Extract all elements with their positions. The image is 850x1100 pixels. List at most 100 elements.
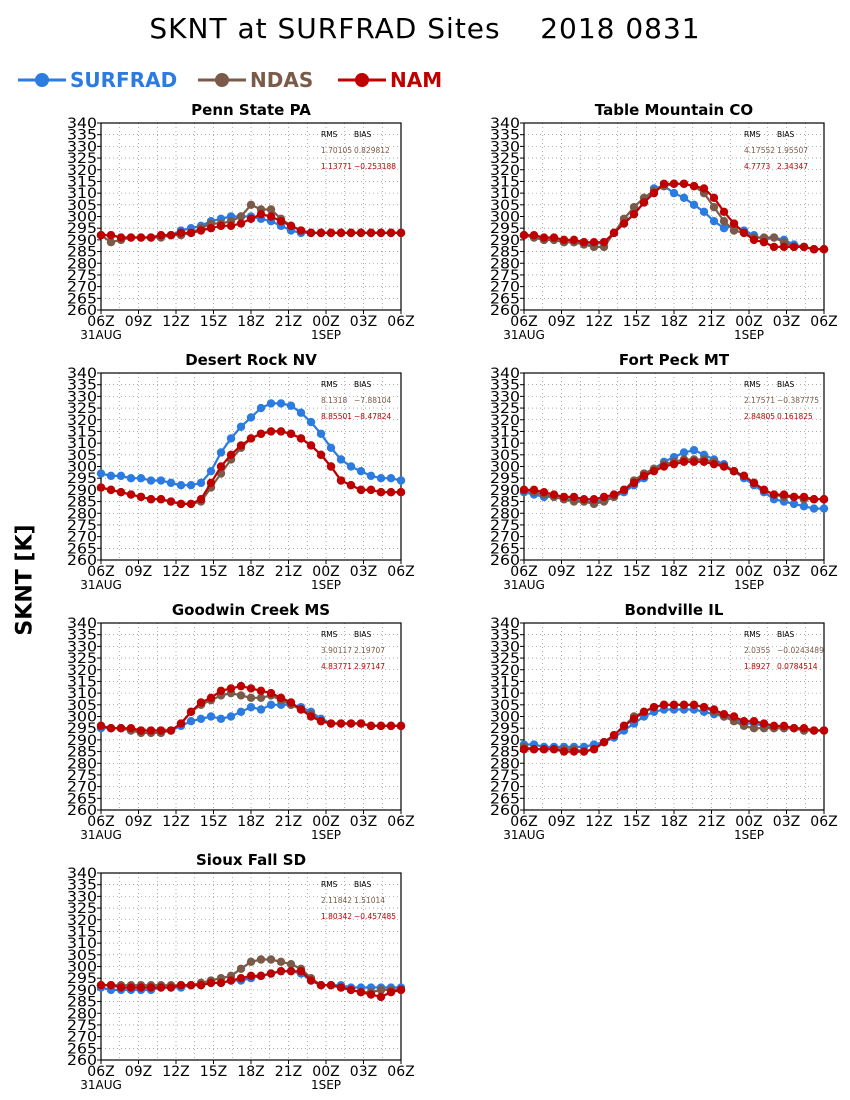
y-tick-label: 290 [67,233,97,249]
data-point [779,490,789,499]
data-point [649,702,659,712]
y-tick-label: 315 [490,174,520,190]
data-point [739,228,749,238]
data-point [256,209,266,219]
stats-header: RMS [321,380,338,389]
y-tick-label: 270 [490,530,520,546]
y-tick-label: 300 [67,460,97,476]
y-tick-label: 290 [490,733,520,749]
x-tick-label: 21Z [275,814,302,830]
data-point [336,983,346,992]
y-tick-label: 265 [67,291,97,307]
data-point [679,448,689,457]
data-point [679,179,689,188]
data-point [146,726,156,735]
y-tick-label: 305 [490,448,520,464]
data-point [246,693,256,702]
date-label: 1SEP [311,828,341,842]
data-point [529,745,539,754]
data-point [709,202,719,212]
stats-bias-value: 2.97147 [354,662,385,671]
data-point [316,450,326,460]
y-tick-label: 275 [67,1018,97,1034]
data-point [146,495,156,504]
data-point [699,702,709,712]
data-point [176,228,186,238]
x-tick-label: 00Z [312,564,339,580]
data-point [216,221,226,231]
data-point [376,721,386,731]
x-tick-label: 12Z [162,814,189,830]
data-point [266,700,276,710]
x-tick-label: 18Z [660,314,687,330]
data-point [186,228,196,238]
x-tick-label: 21Z [698,814,725,830]
data-point [366,471,376,481]
stats-header: RMS [321,630,338,639]
data-point [769,242,779,252]
data-point [276,399,286,408]
data-point [146,983,156,992]
data-point [236,964,246,974]
y-tick-label: 290 [67,733,97,749]
data-point [336,455,346,464]
y-tick-label: 330 [490,639,520,655]
panel-title: Table Mountain CO [595,101,753,119]
y-tick-label: 305 [67,198,97,214]
data-point [206,478,216,488]
data-point [719,223,729,233]
data-point [599,738,609,747]
data-point [669,179,679,188]
data-point [186,716,196,726]
data-point [649,188,659,198]
y-tick-label: 295 [67,471,97,487]
y-tick-label: 335 [490,128,520,144]
x-tick-label: 12Z [162,1064,189,1080]
x-tick-label: 06Z [510,564,537,580]
stats-rms-value: 2.84805 [744,412,775,421]
data-point [226,976,236,985]
data-point [386,228,396,238]
data-point [346,462,356,471]
y-tick-label: 335 [67,128,97,144]
data-point [326,719,336,728]
data-point [256,686,266,695]
data-point [366,485,376,495]
data-point [196,981,206,990]
data-point [336,228,346,238]
x-tick-label: 03Z [350,1064,377,1080]
series-surfrad [96,399,406,490]
y-tick-label: 290 [490,233,520,249]
date-label: 1SEP [311,1078,341,1092]
y-tick-label: 335 [67,878,97,894]
x-tick-label: 21Z [275,314,302,330]
data-point [619,485,629,495]
data-point [639,707,649,717]
x-tick-label: 00Z [735,314,762,330]
data-point [809,726,819,735]
y-tick-label: 340 [490,116,520,132]
data-point [206,466,216,476]
y-tick-label: 275 [490,268,520,284]
x-tick-label: 21Z [698,564,725,580]
data-point [186,481,196,490]
data-point [136,492,146,502]
data-point [519,485,529,495]
data-point [146,476,156,485]
data-point [96,981,106,990]
data-point [116,488,126,497]
data-point [276,693,286,702]
data-point [376,488,386,497]
data-point [196,698,206,707]
y-tick-label: 265 [67,1041,97,1057]
data-point [629,714,639,724]
data-point [609,228,619,238]
data-point [126,983,136,992]
data-point [226,450,236,460]
data-point [276,216,286,226]
data-point [186,981,196,990]
legend-label: NAM [390,68,443,92]
data-point [659,700,669,710]
data-point [689,445,699,455]
